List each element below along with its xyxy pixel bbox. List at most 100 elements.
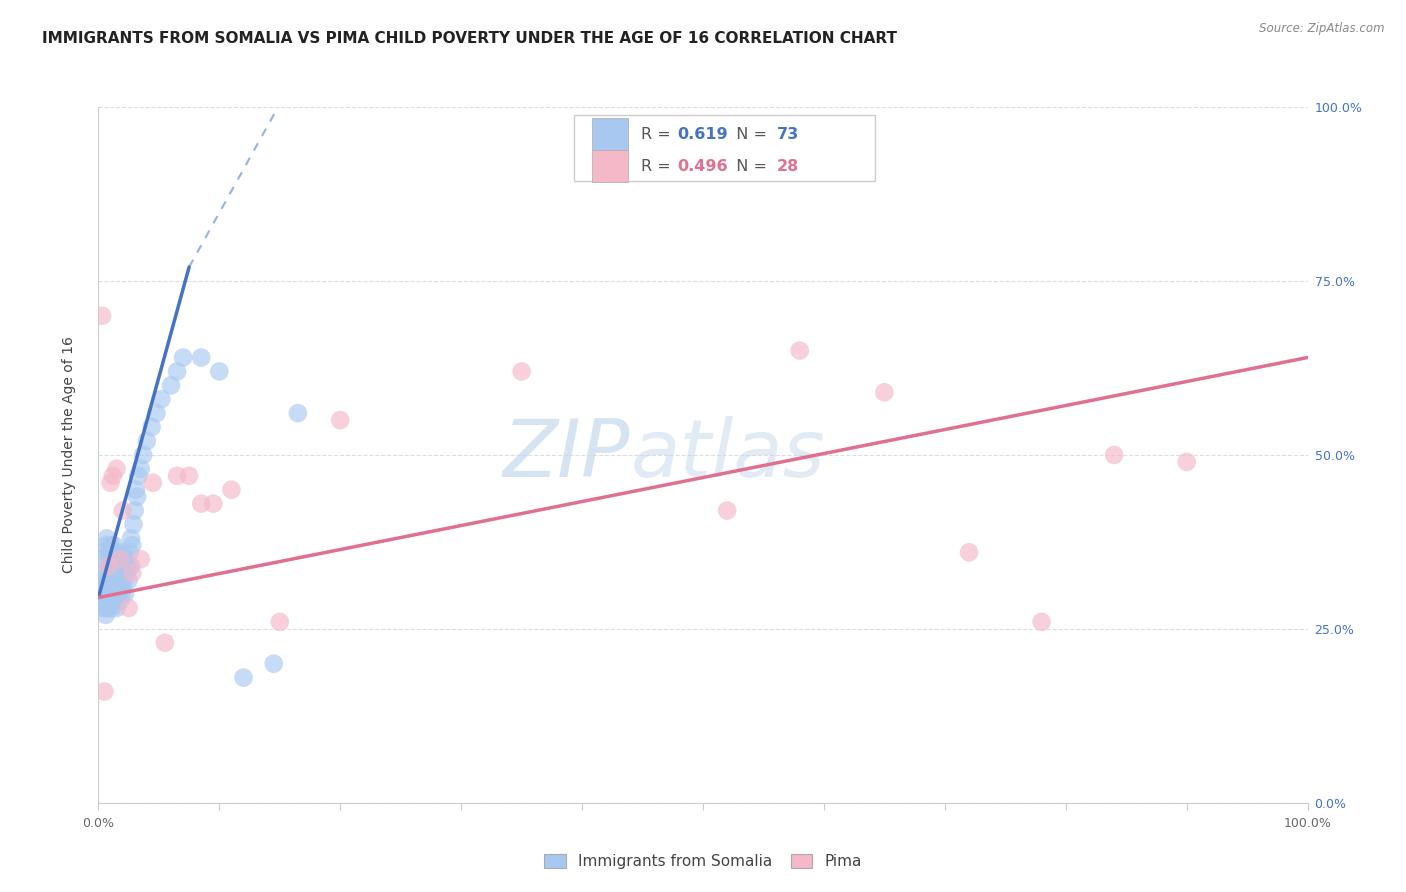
Point [100, 538, 122, 552]
Point [100, 566, 122, 581]
Point [110, 587, 132, 601]
Point [108, 566, 131, 581]
Point [107, 587, 129, 601]
Point [1175, 455, 1198, 469]
Point [873, 385, 896, 400]
Point [957, 545, 980, 559]
Point [101, 580, 124, 594]
FancyBboxPatch shape [574, 115, 875, 181]
Point [160, 378, 183, 392]
Point [103, 594, 125, 608]
Point [122, 517, 145, 532]
Point [202, 497, 225, 511]
Point [153, 636, 176, 650]
Text: 73: 73 [776, 127, 799, 142]
Point [110, 559, 132, 574]
Point [108, 580, 131, 594]
Point [115, 566, 138, 581]
Point [91, 587, 114, 601]
Point [166, 468, 188, 483]
Point [263, 657, 285, 671]
Point [179, 468, 201, 483]
Text: ZIP: ZIP [503, 416, 630, 494]
Point [111, 580, 134, 594]
Point [96, 573, 118, 587]
Point [96, 532, 118, 546]
Point [129, 552, 152, 566]
Point [94, 607, 117, 622]
Point [103, 538, 125, 552]
Point [105, 462, 128, 476]
FancyBboxPatch shape [592, 118, 628, 151]
Point [100, 601, 122, 615]
Y-axis label: Child Poverty Under the Age of 16: Child Poverty Under the Age of 16 [62, 336, 76, 574]
Point [141, 420, 163, 434]
Point [100, 559, 122, 574]
Point [91, 545, 114, 559]
Point [91, 309, 114, 323]
Point [510, 364, 533, 378]
Point [172, 351, 194, 365]
Point [208, 364, 231, 378]
Point [98, 573, 121, 587]
Text: Source: ZipAtlas.com: Source: ZipAtlas.com [1260, 22, 1385, 36]
Point [129, 462, 152, 476]
Point [127, 490, 149, 504]
Point [114, 552, 136, 566]
Point [100, 587, 122, 601]
Point [101, 552, 124, 566]
Point [104, 587, 127, 601]
Point [1102, 448, 1125, 462]
Point [108, 552, 131, 566]
Point [93, 566, 115, 581]
Point [90, 573, 112, 587]
Legend: Immigrants from Somalia, Pima: Immigrants from Somalia, Pima [538, 848, 868, 875]
Text: N =: N = [725, 159, 772, 174]
Point [97, 559, 120, 574]
Point [120, 532, 142, 546]
Point [232, 671, 254, 685]
Point [114, 587, 136, 601]
Point [97, 601, 120, 615]
Text: 0.619: 0.619 [678, 127, 728, 142]
Point [132, 448, 155, 462]
Point [105, 545, 128, 559]
Text: R =: R = [641, 127, 676, 142]
Point [103, 566, 125, 581]
Point [94, 538, 117, 552]
Point [1031, 615, 1053, 629]
Point [108, 552, 131, 566]
Point [96, 601, 118, 615]
Point [105, 573, 128, 587]
Text: 0.496: 0.496 [678, 159, 728, 174]
Point [105, 601, 128, 615]
Point [120, 559, 142, 574]
Point [117, 559, 139, 574]
Point [104, 552, 127, 566]
Point [94, 580, 117, 594]
Point [145, 406, 167, 420]
Point [93, 594, 115, 608]
Point [190, 351, 212, 365]
Point [93, 684, 115, 698]
Point [101, 468, 124, 483]
Text: R =: R = [641, 159, 676, 174]
Point [111, 545, 134, 559]
Point [100, 594, 122, 608]
Point [135, 434, 157, 448]
Point [112, 573, 135, 587]
Point [150, 392, 173, 407]
Point [121, 566, 143, 581]
Point [97, 559, 120, 574]
Point [97, 587, 120, 601]
Point [98, 545, 121, 559]
Text: atlas: atlas [630, 416, 825, 494]
Point [107, 559, 129, 574]
Point [716, 503, 738, 517]
Point [142, 475, 165, 490]
Point [91, 601, 114, 615]
Point [118, 573, 141, 587]
Point [287, 406, 309, 420]
Point [91, 552, 114, 566]
Point [124, 503, 146, 517]
